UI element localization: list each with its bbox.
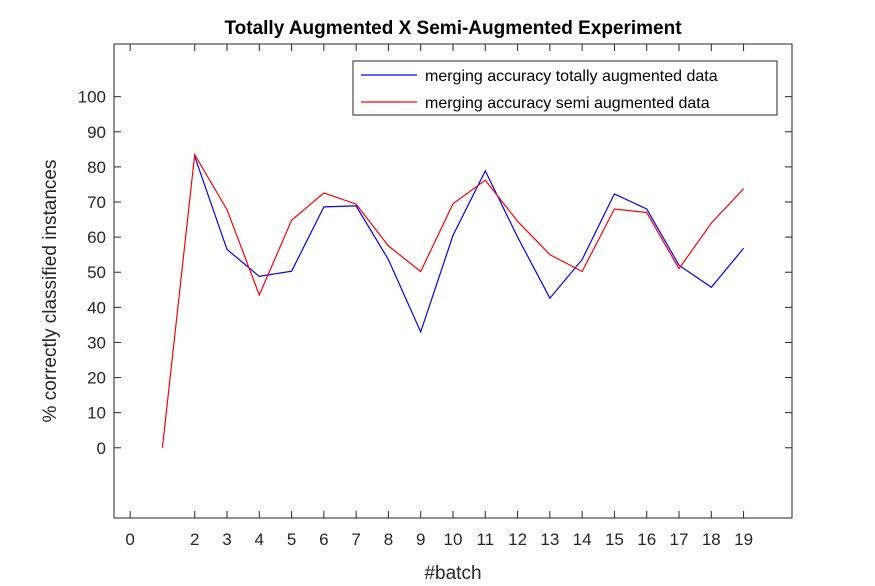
y-tick-label: 30: [87, 333, 106, 352]
x-tick-label: 0: [125, 530, 134, 549]
x-tick-label: 19: [734, 530, 753, 549]
x-tick-label: 8: [384, 530, 393, 549]
x-tick-label: 6: [319, 530, 328, 549]
legend-label-semi-augmented: merging accuracy semi augmented data: [425, 95, 710, 112]
y-axis-title: % correctly classified instances: [40, 160, 61, 423]
x-tick-label: 4: [255, 530, 264, 549]
series-layer: [161, 152, 745, 448]
y-tick-label: 50: [87, 263, 106, 282]
x-tick-label: 18: [702, 530, 721, 549]
legend: merging accuracy totally augmented data …: [352, 60, 778, 116]
x-tick-label: 10: [444, 530, 463, 549]
x-tick-label: 11: [476, 530, 494, 549]
legend-label-totally-augmented: merging accuracy totally augmented data: [425, 68, 718, 85]
y-tick-label: 80: [87, 158, 106, 177]
y-tick-label: 100: [78, 88, 106, 107]
x-tick-label: 9: [416, 530, 425, 549]
x-tick-label: 12: [508, 530, 527, 549]
y-axis-ticks: 0 10 20 30 40 50 60 70 80 90 100: [78, 88, 792, 458]
y-tick-label: 0: [97, 439, 106, 458]
x-tick-label: 15: [605, 530, 624, 549]
y-tick-label: 70: [87, 193, 106, 212]
legend-box: [352, 60, 778, 116]
x-axis-title: #batch: [424, 563, 481, 584]
series-line-1: [161, 152, 745, 448]
x-tick-label: 2: [190, 530, 199, 549]
x-tick-label: 7: [351, 530, 360, 549]
x-tick-label: 5: [287, 530, 296, 549]
y-tick-label: 90: [87, 123, 106, 142]
y-tick-label: 10: [87, 404, 106, 423]
series-line-0: [194, 156, 745, 334]
y-tick-label: 60: [87, 228, 106, 247]
x-axis-ticks: 0 2 3 4 5 6 7 8 9 10 11 12 13 14 15 16 17 18 19: [125, 44, 753, 549]
y-tick-label: 20: [87, 369, 106, 388]
x-tick-label: 16: [637, 530, 656, 549]
x-tick-label: 3: [222, 530, 231, 549]
plot-area: [113, 43, 793, 519]
x-tick-label: 13: [540, 530, 559, 549]
x-tick-label: 14: [573, 530, 592, 549]
chart-title: Totally Augmented X Semi-Augmented Exper…: [224, 18, 682, 39]
x-tick-label: 17: [670, 530, 689, 549]
y-tick-label: 40: [87, 298, 106, 317]
